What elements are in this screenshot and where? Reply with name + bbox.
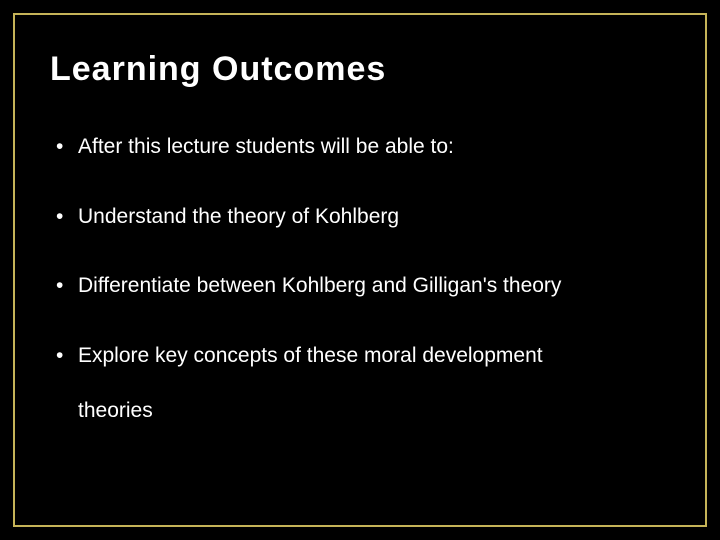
bullet-text: Explore key concepts of these moral deve…	[78, 344, 543, 367]
bullet-text: Understand the theory of Kohlberg	[78, 205, 399, 228]
bullet-text: Differentiate between Kohlberg and Gilli…	[78, 274, 561, 297]
list-item: Explore key concepts of these moral deve…	[50, 340, 670, 427]
list-item: After this lecture students will be able…	[50, 131, 670, 163]
list-item: Understand the theory of Kohlberg	[50, 201, 670, 233]
bullet-text: After this lecture students will be able…	[78, 135, 454, 158]
list-item: Differentiate between Kohlberg and Gilli…	[50, 270, 670, 302]
slide-content: Learning Outcomes After this lecture stu…	[0, 0, 720, 540]
bullet-text-cont: theories	[78, 395, 670, 427]
slide-title: Learning Outcomes	[50, 50, 670, 89]
bullet-list: After this lecture students will be able…	[50, 131, 670, 427]
